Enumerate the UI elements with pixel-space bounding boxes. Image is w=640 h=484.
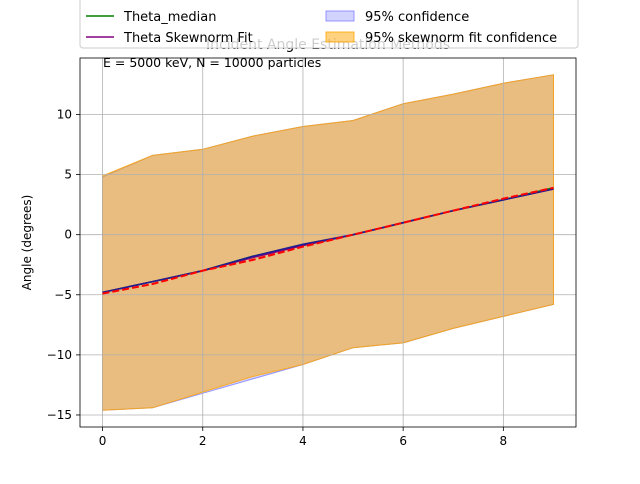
x-tick-label: 4 xyxy=(299,434,307,448)
x-tick-label: 0 xyxy=(99,434,107,448)
legend-label: 95% confidence xyxy=(365,10,469,25)
x-tick-label: 8 xyxy=(500,434,508,448)
legend-label: Theta_median xyxy=(123,10,216,25)
annotation-text: E = 5000 keV, N = 10000 particles xyxy=(103,55,321,70)
legend-label: Theta Skewnorm Fit xyxy=(123,31,253,46)
x-tick-label: 6 xyxy=(399,434,407,448)
band-skewnorm-confidence xyxy=(102,74,554,411)
y-tick-label: −5 xyxy=(54,288,72,302)
y-tick-label: 0 xyxy=(64,228,72,242)
line-layer xyxy=(102,186,554,295)
axes-frame xyxy=(79,57,577,428)
data-layer xyxy=(102,74,554,411)
y-tick-label: 10 xyxy=(57,107,72,121)
y-tick-label: 5 xyxy=(64,168,72,182)
y-axis-label: Angle (degrees) xyxy=(20,195,34,291)
series-line-unnamed-3 xyxy=(102,186,554,295)
y-tick-label: −15 xyxy=(47,408,72,422)
legend: Theta_median Theta Skewnorm Fit 95% confid… xyxy=(79,0,579,49)
y-tick-label: −10 xyxy=(47,348,72,362)
legend-band-swatch xyxy=(325,10,355,22)
legend-label: 95% skewnorm fit confidence xyxy=(365,31,557,46)
x-tick-label: 2 xyxy=(199,434,207,448)
legend-frame xyxy=(79,0,579,49)
legend-band-swatch xyxy=(325,31,355,43)
